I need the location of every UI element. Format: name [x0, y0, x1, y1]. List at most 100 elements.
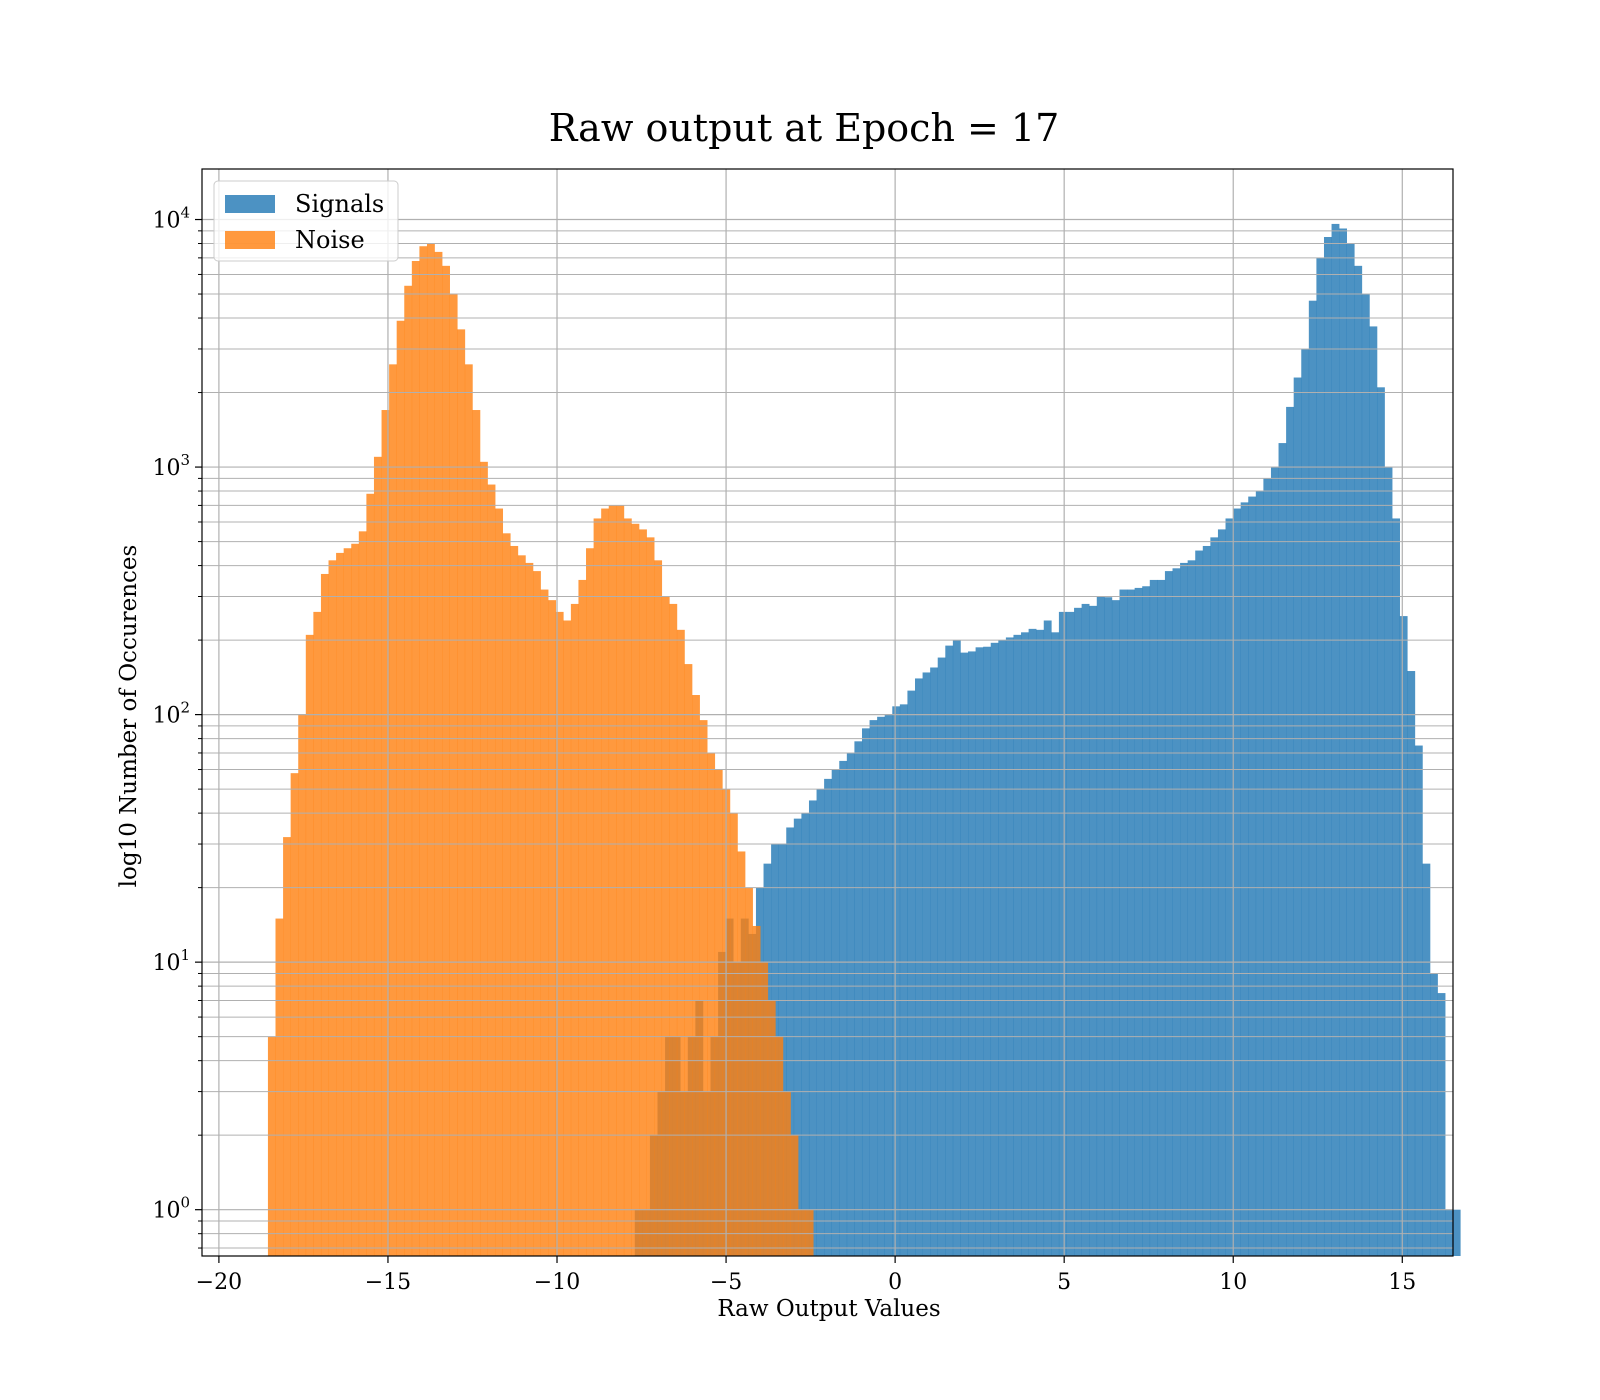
- histogram-bar: [411, 260, 420, 1256]
- x-ticks: −20 −15 −10 −5 0 5 10 15: [196, 1256, 1416, 1295]
- histogram-bar: [952, 640, 961, 1256]
- histogram-bar: [1210, 537, 1219, 1256]
- histogram-bar: [684, 664, 693, 1256]
- histogram-bar: [479, 461, 488, 1256]
- histogram-bar: [1127, 589, 1135, 1256]
- histogram-bar: [1346, 243, 1355, 1256]
- histogram-bar: [283, 837, 291, 1256]
- histogram-bar: [808, 800, 817, 1256]
- histogram-bar: [1361, 294, 1370, 1256]
- histogram-bar: [396, 320, 405, 1256]
- histogram-bar: [336, 552, 344, 1256]
- histogram-bar: [1369, 326, 1378, 1256]
- histogram-bar: [922, 672, 931, 1256]
- histogram-bar: [533, 571, 541, 1256]
- histogram-bar: [1164, 571, 1173, 1256]
- y-axis-label: log10 Number of Occurences: [116, 545, 142, 888]
- histogram-bar: [745, 887, 753, 1256]
- histogram-bar: [1263, 478, 1272, 1256]
- histogram-bar: [366, 493, 375, 1256]
- histogram-bar: [654, 560, 663, 1256]
- x-tick-label: 15: [1388, 1270, 1416, 1295]
- histogram-bar: [578, 579, 587, 1256]
- histogram-bar: [1354, 265, 1363, 1257]
- histogram-bar: [563, 620, 572, 1256]
- histogram-bar: [869, 720, 878, 1256]
- histogram-bar: [1452, 1209, 1461, 1256]
- x-axis-label: Raw Output Values: [717, 1296, 940, 1322]
- histogram-bar: [1058, 611, 1067, 1256]
- y-tick-exponent: 4: [180, 204, 190, 222]
- histogram-bar: [1445, 1209, 1454, 1256]
- histogram-bar: [305, 634, 314, 1256]
- histogram-bar: [707, 752, 716, 1256]
- x-tick-label: −15: [365, 1270, 411, 1295]
- histogram-bar: [373, 456, 382, 1256]
- y-tick-label: 102: [152, 699, 190, 729]
- histogram-bar: [1142, 586, 1151, 1256]
- histogram-bar: [1278, 443, 1287, 1257]
- axes-frame: [201, 168, 1454, 1257]
- histogram-bar: [854, 741, 863, 1256]
- y-tick-base: 10: [152, 951, 180, 976]
- histogram-bar: [646, 537, 655, 1256]
- histogram-bar: [975, 647, 984, 1256]
- histogram-bar: [1308, 300, 1317, 1256]
- histogram-bar: [915, 678, 923, 1256]
- histogram-bar: [616, 505, 625, 1256]
- histogram-bar: [1104, 597, 1113, 1256]
- histogram-bar: [692, 695, 700, 1256]
- histogram-bar: [540, 589, 549, 1256]
- histogram-bar: [760, 962, 769, 1256]
- y-tick-label: 100: [152, 1194, 190, 1224]
- histogram-bar: [1286, 406, 1294, 1256]
- histogram-bar: [328, 560, 337, 1256]
- histogram-bar: [767, 1000, 776, 1256]
- histogram-bar: [846, 752, 855, 1256]
- histogram-bar: [937, 657, 946, 1256]
- histogram-bar: [1323, 237, 1332, 1256]
- histogram-bar: [1316, 257, 1325, 1256]
- histogram-bar: [699, 720, 708, 1256]
- histogram-bar: [1407, 671, 1416, 1256]
- y-tick-base: 10: [152, 704, 180, 729]
- histogram-bar: [1422, 863, 1431, 1256]
- legend-entry-noise: Noise: [225, 226, 365, 254]
- histogram-bar: [426, 243, 435, 1256]
- legend-entry-signals: Signals: [225, 190, 384, 218]
- histogram-bar: [793, 818, 802, 1256]
- histogram-bar: [669, 603, 678, 1256]
- histogram-bar: [775, 1036, 784, 1256]
- histogram-bar: [570, 603, 579, 1256]
- histogram-bar: [1066, 611, 1075, 1256]
- histogram-bar: [464, 364, 473, 1257]
- y-tick-base: 10: [152, 209, 180, 234]
- histogram-bar: [1339, 228, 1347, 1257]
- x-tick-label: −20: [196, 1270, 242, 1295]
- histogram-bar: [998, 640, 1007, 1256]
- histogram-bar: [389, 364, 397, 1257]
- histogram-bar: [1036, 629, 1045, 1256]
- histogram-bar: [525, 562, 534, 1256]
- histogram-bar: [639, 529, 647, 1256]
- histogram-bar: [1255, 491, 1264, 1256]
- histogram-bar: [884, 714, 893, 1256]
- histogram-bar: [805, 1209, 814, 1256]
- histogram-bar: [1134, 587, 1143, 1256]
- histogram-bar: [1021, 632, 1029, 1256]
- histogram-bar: [1399, 616, 1408, 1256]
- histogram-bar: [442, 265, 450, 1257]
- histogram-bar: [661, 596, 670, 1256]
- histogram-bar: [1051, 632, 1060, 1256]
- histogram-bar: [358, 531, 367, 1256]
- histogram-bar: [1331, 223, 1340, 1256]
- histogram-bar: [1005, 637, 1014, 1256]
- y-tick-label: 103: [152, 451, 190, 481]
- histogram-bar: [1430, 973, 1438, 1256]
- histogram-bar: [839, 760, 848, 1256]
- histogram-bar: [381, 410, 390, 1256]
- histogram-bar: [990, 642, 999, 1256]
- y-tick-base: 10: [152, 1199, 180, 1224]
- histogram-bar: [960, 652, 969, 1256]
- histogram-bar: [968, 651, 976, 1256]
